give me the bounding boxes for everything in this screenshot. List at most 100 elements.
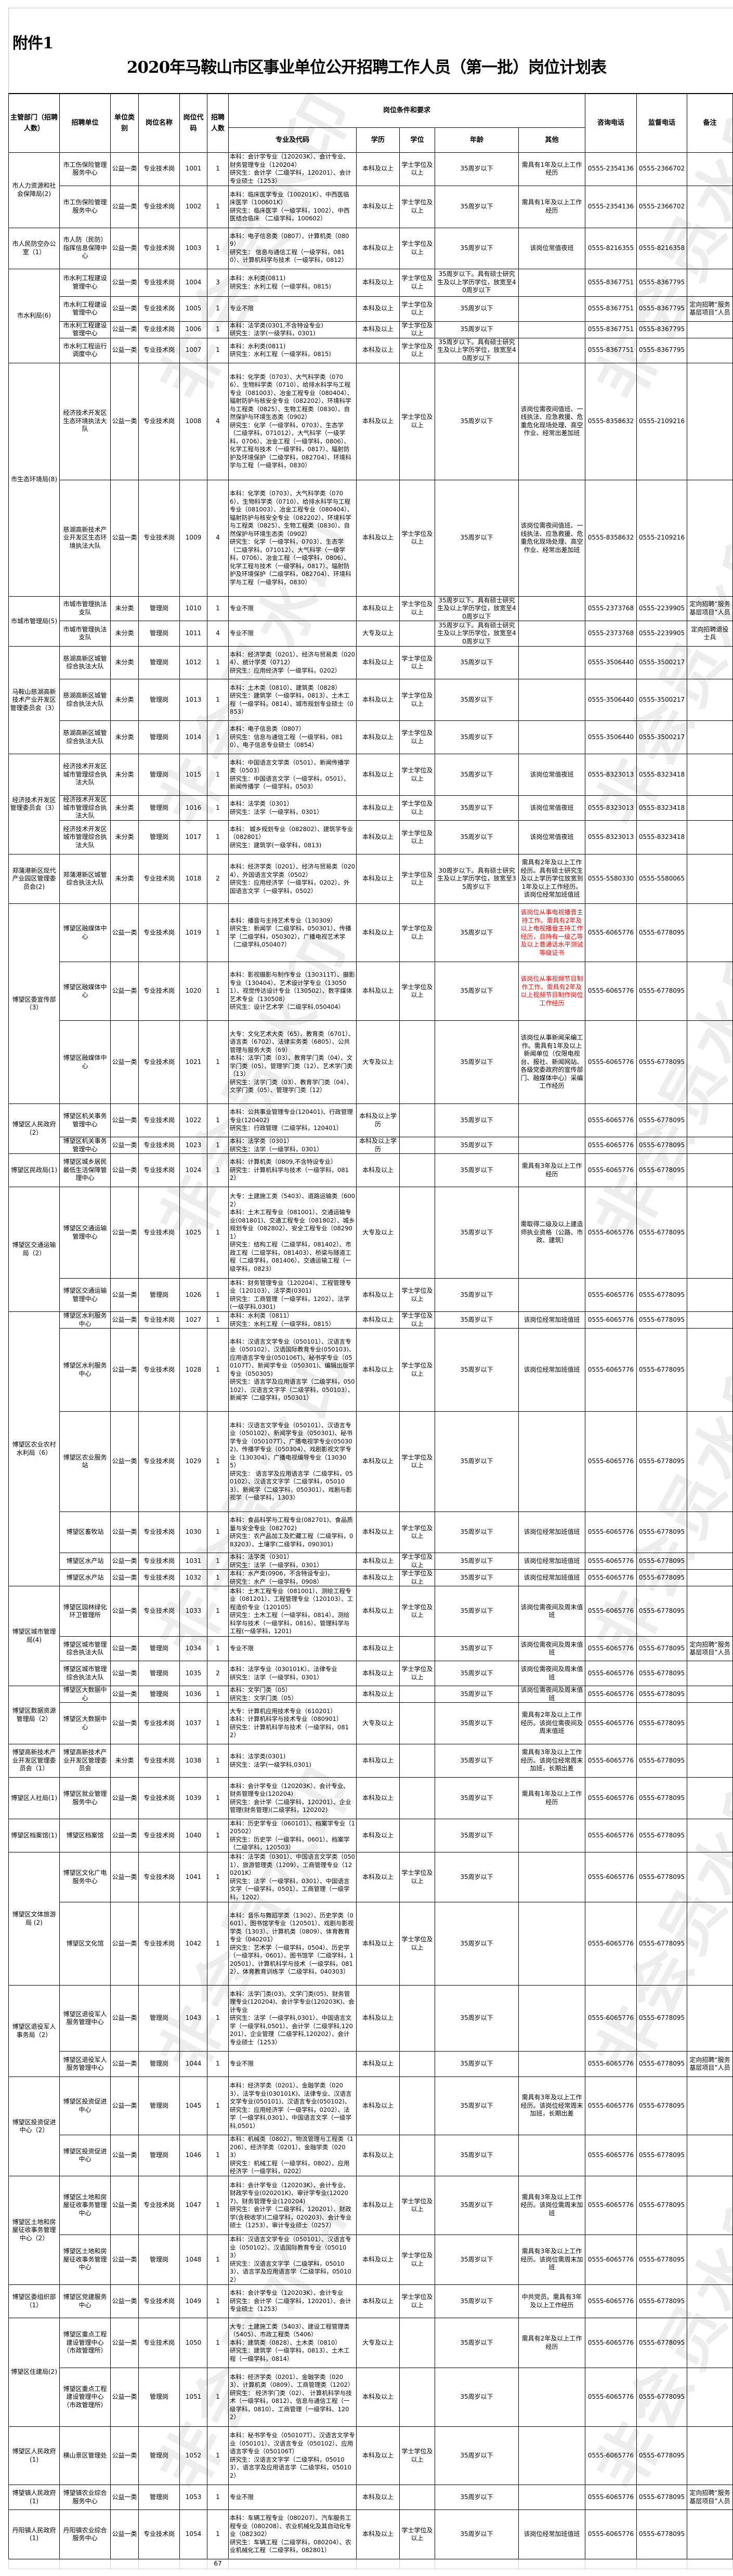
department-cell: 博望区民政局(1) xyxy=(8,1153,60,1187)
other-requirements-cell xyxy=(518,1103,585,1137)
headcount-cell: 1 xyxy=(207,2051,229,2077)
consult-phone-cell: 0555-8323013 xyxy=(585,795,637,821)
department-cell: 博望区人民政府(1) xyxy=(8,2426,60,2485)
degree-cell: 学士学位及以上 xyxy=(399,962,435,1021)
age-cell: 35周岁以下 xyxy=(435,321,519,338)
unit-type-cell: 公益一类 xyxy=(110,321,139,338)
education-cell: 本科及以上 xyxy=(356,1686,400,1703)
degree-cell xyxy=(399,621,435,647)
unit-cell: 经济技术开发区城市管理综合执法大队 xyxy=(59,754,111,796)
table-row: 博望区民政局(1) 博望区城乡居民最低生活保障管理中心 公益一类 专业技术岗 1024 1… xyxy=(8,1153,733,1187)
education-cell: 本科及以上 xyxy=(356,1311,400,1329)
unit-cell: 市人防（民防）指挥信息保障中心 xyxy=(59,227,111,269)
table-row: 博望区交通运输管理中心 公益一类 管理岗 1026 1 本科：财务管理专业（120204）… xyxy=(9,1278,733,1312)
education-cell: 本科及以上 xyxy=(356,321,400,338)
supervision-phone-cell: 0555-6778095 xyxy=(636,2076,687,2135)
table-row: 博望区文体旅游局 (2) 博望区文化广电服务中心 公益一类 专业技术岗 1041 1 本科：… xyxy=(8,1852,733,1986)
table-row: 经济技术开发区城市管理综合执法大队 未分类 管理岗 1016 1 本科：法学类（0301）… xyxy=(9,795,733,821)
headcount-cell: 1 xyxy=(207,1103,229,1137)
unit-type-cell: 公益一类 xyxy=(110,2509,139,2559)
supervision-phone-cell: 0555-8216358 xyxy=(636,227,687,269)
unit-cell: 市工伤保险管理服务中心 xyxy=(59,152,111,186)
supervision-phone-cell: 0555-8367795 xyxy=(636,337,687,363)
other-requirements-cell: 需具有3年及以上工作经历。该岗位经常周末加班，长期出差 xyxy=(518,2076,585,2135)
headcount-cell: 1 xyxy=(207,185,229,228)
supervision-phone-cell: 0555-8367795 xyxy=(636,268,687,297)
supervision-phone-cell: 0555-6778095 xyxy=(636,1020,687,1104)
headcount-cell: 1 xyxy=(207,1553,229,1570)
other-requirements-cell xyxy=(518,621,585,647)
degree-cell: 学士学位及以上 xyxy=(399,679,435,721)
age-cell: 35周岁以下 xyxy=(435,1137,519,1154)
headcount-cell: 1 xyxy=(207,2076,229,2135)
other-requirements-cell: 该岗位需夜间及周末值班 xyxy=(518,1686,585,1703)
unit-cell: 博望区机关事务管理中心 xyxy=(59,1103,111,1137)
degree-cell: 学士学位及以上 xyxy=(399,1902,435,1986)
department-cell: 郑蒲港新区现代产业园区管理委员会(2) xyxy=(8,854,60,904)
unit-type-cell: 公益一类 xyxy=(110,152,139,186)
remark-cell xyxy=(687,820,733,855)
degree-cell xyxy=(399,2076,435,2135)
headcount-cell: 1 xyxy=(207,1020,229,1104)
post-name-cell: 管理岗 xyxy=(138,1686,180,1703)
remark-cell xyxy=(687,1311,733,1329)
headcount-cell: 1 xyxy=(207,321,229,338)
post-code-cell: 1009 xyxy=(179,479,207,597)
post-code-cell: 1053 xyxy=(179,2485,207,2510)
remark-cell xyxy=(687,268,733,297)
post-code-cell: 1049 xyxy=(179,2284,207,2318)
supervision-phone-cell: 0555-6778095 xyxy=(636,1985,687,2052)
post-code-cell: 1023 xyxy=(179,1137,207,1154)
post-name-cell: 管理岗 xyxy=(138,2426,180,2485)
consult-phone-cell: 0555-6065776 xyxy=(585,1103,637,1137)
post-name-cell: 专业技术岗 xyxy=(138,296,180,322)
other-requirements-cell: 该岗位从事视频节目制作工作。需具有2年及以上视频节目制作岗位工作经历 xyxy=(518,962,585,1021)
headcount-cell: 1 xyxy=(207,795,229,821)
consult-phone-cell: 0555-6065776 xyxy=(585,2318,637,2368)
post-name-cell: 专业技术岗 xyxy=(138,152,180,186)
table-row: 博望区重点工程建设管理中心（市政管理所） 公益一类 管理岗 1051 1 本科：经济学类（… xyxy=(9,2368,733,2427)
headcount-cell: 1 xyxy=(207,2485,229,2510)
post-code-cell: 1018 xyxy=(179,854,207,904)
headcount-cell: 1 xyxy=(207,337,229,363)
header-other: 其他 xyxy=(518,127,585,153)
unit-type-cell: 公益一类 xyxy=(110,1153,139,1187)
consult-phone-cell: 0555-3506440 xyxy=(585,679,637,721)
remark-cell xyxy=(687,1187,733,1279)
other-requirements-cell xyxy=(518,2051,585,2077)
major-cell: 本科：经济学类（0201）、经济与贸易类（0204）、外国语言文学类（0502）… xyxy=(228,854,357,904)
page-footer-row: 67 xyxy=(8,2559,733,2569)
post-name-cell: 专业技术岗 xyxy=(138,1702,180,1744)
remark-cell xyxy=(687,2368,733,2427)
remark-cell xyxy=(687,321,733,338)
header-edu: 学历 xyxy=(356,127,400,153)
table-row: 市水利工程运行调度中心 公益一类 专业技术岗 1007 1 本科：水利类(0811) 研究… xyxy=(9,337,733,363)
education-cell: 本科及以上 xyxy=(356,152,400,186)
education-cell: 本科及以上 xyxy=(356,1985,400,2052)
age-cell: 35周岁以下 xyxy=(435,2076,519,2135)
consult-phone-cell: 0555-6065776 xyxy=(585,1553,637,1570)
unit-cell: 博望区水产站 xyxy=(59,1553,111,1570)
table-row: 经济技术开发区管理委员会（3） 经济技术开发区城市管理综合执法大队 未分类 管理岗 10… xyxy=(8,754,733,855)
unit-type-cell: 未分类 xyxy=(110,621,139,647)
table-row: 博望区交通运输局（2） 博望区交通运输管理中心 公益一类 专业技术岗 1025 1 大专：土… xyxy=(8,1187,733,1312)
age-cell: 35周岁以下 xyxy=(435,903,519,962)
post-code-cell: 1007 xyxy=(179,337,207,363)
supervision-phone-cell: 0555-6778095 xyxy=(636,2284,687,2318)
remark-cell xyxy=(687,646,733,679)
headcount-cell: 1 xyxy=(207,1686,229,1703)
other-requirements-cell xyxy=(518,1985,585,2052)
age-cell: 35周岁以下 xyxy=(435,720,519,754)
headcount-cell: 1 xyxy=(207,596,229,621)
other-requirements-cell: 该岗位经常加班值班 xyxy=(518,1328,585,1412)
table-row: 经济技术开发区城市管理综合执法大队 未分类 管理岗 1017 1 本科： 城乡规划专业（0… xyxy=(9,820,733,855)
headcount-cell: 1 xyxy=(207,1311,229,1329)
education-cell: 大专及以上 xyxy=(356,1020,400,1104)
consult-phone-cell: 0555-6065776 xyxy=(585,1902,637,1986)
table-row: 博望区投资促进中心（2） 博望区投资促进中心 公益一类 管理岗 1045 1 本科：经济学类… xyxy=(8,2076,733,2176)
other-requirements-cell: 需具有2年及以上工作经历。该岗位需夜间及周末值班 xyxy=(518,1702,585,1744)
consult-phone-cell: 0555-6065776 xyxy=(585,2284,637,2318)
supervision-phone-cell: 0555-3500217 xyxy=(636,646,687,679)
education-cell: 本科及以上 xyxy=(356,1777,400,1819)
footer-empty-cell xyxy=(110,2559,139,2569)
